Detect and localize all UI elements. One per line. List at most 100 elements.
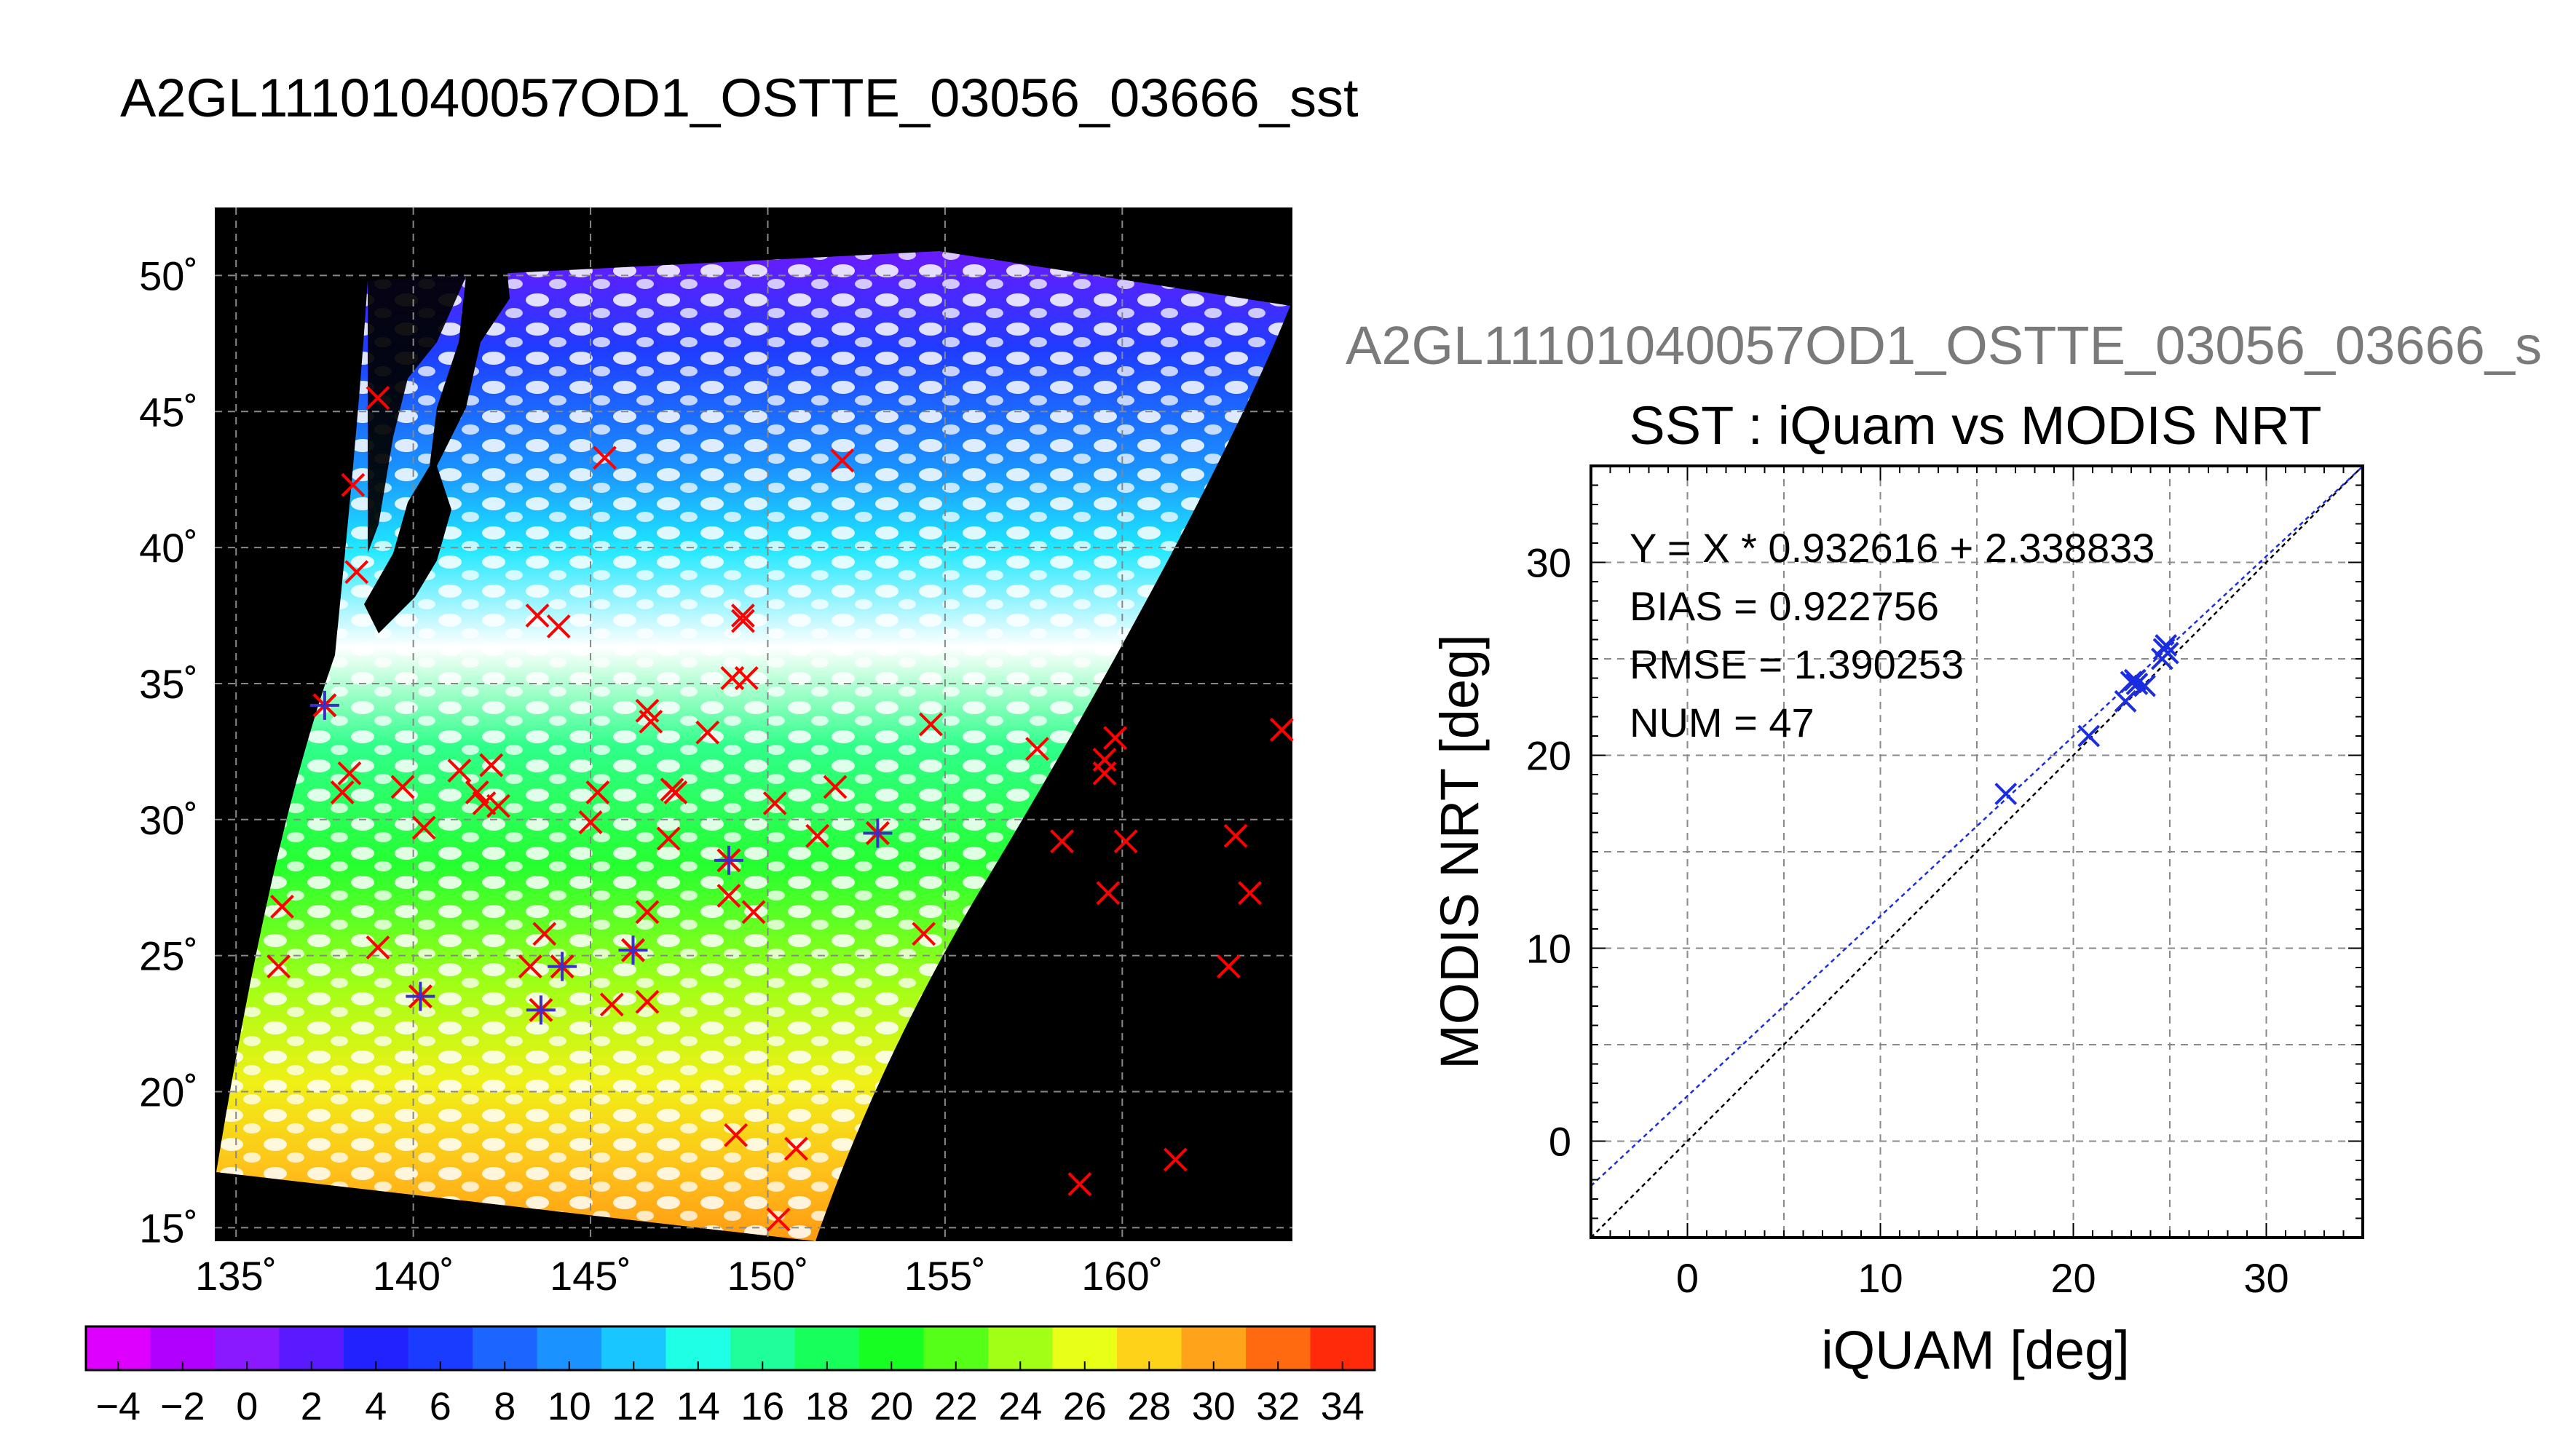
y-tick-label: 30: [1526, 540, 1571, 586]
land-sakhalin-edge: [368, 213, 466, 553]
x-tick-label: 30: [2243, 1255, 2289, 1301]
matchup-marker: [730, 604, 755, 628]
matchup-marker: [919, 712, 943, 737]
colorbar-tick-label: 22: [934, 1385, 978, 1428]
matchup-marker: [762, 791, 787, 815]
matchup-marker: [635, 698, 660, 723]
matchup-marker: [635, 900, 660, 925]
matchup-marker: [599, 992, 624, 1017]
colorbar-tick-label: 24: [998, 1385, 1042, 1428]
fit-statistic: BIAS = 0.922756: [1630, 583, 1939, 629]
scatter-point: [2125, 673, 2149, 695]
lat-tick-label: 25˚: [139, 933, 198, 979]
scatter-points: [1994, 634, 2179, 805]
lat-tick-label: 40˚: [139, 525, 198, 571]
matchup-marker: [1216, 954, 1241, 978]
matchup-marker: [344, 560, 369, 585]
matchup-marker: [546, 614, 571, 638]
scatter-ticks: 0 10 20 30 0 10 20 30: [1526, 465, 2364, 1301]
matchup-marker: [366, 386, 390, 410]
scatter-point: [1994, 783, 2018, 805]
colorbar-tick-label: −4: [95, 1385, 141, 1428]
matchup-marker: [266, 954, 291, 978]
matchup-marker: [716, 884, 741, 908]
matchup-marker: [330, 780, 355, 804]
colorbar-tick-label: 16: [741, 1385, 784, 1428]
matchup-marker: [486, 794, 510, 818]
matchup-marker: [1163, 1147, 1188, 1172]
colorbar-tick-label: 20: [869, 1385, 913, 1428]
matchup-marker: [734, 666, 759, 690]
colorbar-tick-label: −2: [160, 1385, 205, 1428]
matchup-marker: [270, 894, 294, 919]
colorbar-tick-label: 8: [494, 1385, 516, 1428]
colorbar-tick-label: 18: [805, 1385, 849, 1428]
matchup-marker: [518, 954, 542, 978]
highlighted-matchup-marker: [309, 690, 339, 720]
matchup-marker: [1025, 737, 1049, 761]
matchup-marker: [585, 780, 610, 804]
scatter-grid: [1591, 466, 2363, 1238]
lon-tick-label: 145˚: [550, 1253, 631, 1299]
matchup-marker: [1269, 718, 1294, 742]
highlighted-matchup-marker: [548, 951, 577, 981]
scatter-point: [2155, 634, 2178, 657]
lat-tick-label: 35˚: [139, 661, 198, 707]
highlighted-matchup-marker: [406, 981, 435, 1011]
matchup-marker: [805, 823, 830, 848]
y-tick-label: 0: [1549, 1119, 1571, 1165]
matchup-marker: [1103, 726, 1127, 751]
highlighted-matchup-marker: [618, 935, 648, 965]
matchup-marker: [663, 780, 688, 804]
matchup-marker: [390, 775, 415, 799]
colorbar-frame: [84, 1325, 1376, 1372]
lon-tick-label: 140˚: [373, 1253, 454, 1299]
matchup-marker: [465, 780, 489, 804]
matchup-marker: [472, 791, 497, 815]
chart-title: SST : iQuam vs MODIS NRT: [1629, 395, 2321, 456]
regression-lines: [1590, 465, 2364, 1238]
matchup-marker: [1050, 829, 1074, 854]
x-tick-label: 10: [1857, 1255, 1903, 1301]
colorbar-tick-label: 0: [236, 1385, 258, 1428]
highlighted-matchup-marker: [714, 845, 743, 875]
lat-tick-label: 45˚: [139, 389, 198, 435]
scatter-point: [2114, 689, 2137, 713]
matchup-marker: [1092, 748, 1117, 772]
x-tick-label: 20: [2050, 1255, 2096, 1301]
matchup-marker: [635, 989, 660, 1014]
matchup-marker: [447, 759, 472, 783]
x-axis-label: iQUAM [deg]: [1821, 1320, 2130, 1380]
ghost-title: A2GL11101040057OD1_OSTTE_03056_03666_s: [1346, 315, 2542, 376]
fit-statistics: Y = X * 0.932616 + 2.338833 BIAS = 0.9227…: [1630, 525, 2155, 745]
matchup-marker: [823, 775, 848, 799]
scatter-point: [2156, 641, 2179, 665]
lon-tick-label: 155˚: [904, 1253, 986, 1299]
matchup-marker: [1113, 829, 1138, 854]
colorbar-tick-label: 26: [1063, 1385, 1107, 1428]
matchup-marker: [741, 900, 766, 925]
lat-tick-label: 50˚: [139, 253, 198, 298]
matchup-marker: [1223, 823, 1248, 848]
matchup-marker: [337, 761, 362, 786]
colorbar-tick-label: 32: [1256, 1385, 1300, 1428]
sst-colorbar: −4 −2 0 2 4 6 8 10 12 14 16 18 20 22 24 26 28 30 32 34: [84, 1325, 1376, 1428]
lat-tick-label: 20˚: [139, 1069, 198, 1115]
matchup-markers: [266, 386, 1294, 1232]
colorbar-tick-label: 14: [676, 1385, 720, 1428]
figure-title: A2GL11101040057OD1_OSTTE_03056_03666_sst: [120, 68, 1359, 128]
matchup-marker: [695, 720, 720, 745]
colorbar-tick-label: 12: [612, 1385, 655, 1428]
matchup-marker: [766, 1207, 791, 1232]
land-japan: [364, 213, 510, 633]
y-axis-label: MODIS NRT [deg]: [1429, 634, 1490, 1069]
matchup-marker: [1096, 881, 1121, 906]
matchup-marker: [730, 609, 755, 633]
scatter-point: [2077, 724, 2101, 748]
fit-statistic: Y = X * 0.932616 + 2.338833: [1630, 525, 2155, 571]
matchup-marker: [830, 448, 855, 472]
lon-tick-label: 150˚: [727, 1253, 808, 1299]
x-tick-label: 0: [1676, 1255, 1699, 1301]
